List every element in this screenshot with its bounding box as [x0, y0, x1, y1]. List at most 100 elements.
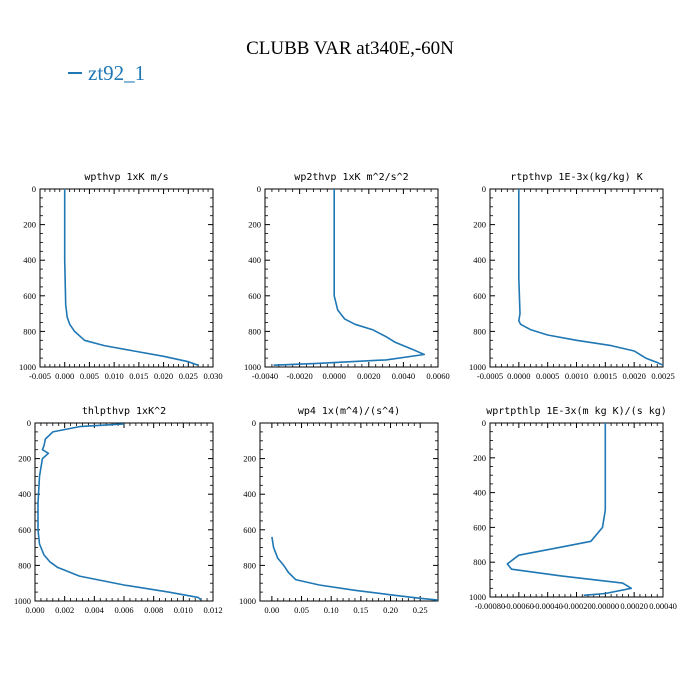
y-tick-label: 600: [473, 522, 486, 532]
y-tick-label: 0: [32, 184, 36, 194]
y-tick-label: 800: [243, 560, 256, 570]
y-tick-label: 400: [23, 255, 36, 265]
y-tick-label: 1000: [244, 362, 261, 372]
y-tick-label: 200: [473, 453, 486, 463]
y-tick-label: 600: [473, 291, 486, 301]
x-tick-label: 0.004: [85, 605, 105, 615]
x-tick-label: 0.15: [353, 605, 368, 615]
x-tick-label: 0.05: [294, 605, 309, 615]
y-tick-label: 600: [243, 525, 256, 535]
y-tick-label: 800: [473, 557, 486, 567]
y-tick-label: 800: [23, 326, 36, 336]
x-tick-label: 0.0060: [426, 371, 449, 381]
y-tick-label: 1000: [19, 362, 36, 372]
series-line-zt92_1: [517, 189, 664, 366]
y-tick-label: 200: [248, 220, 261, 230]
y-tick-label: 400: [243, 489, 256, 499]
series-line-zt92_1: [271, 536, 439, 601]
x-tick-label: 0.030: [203, 371, 222, 381]
y-tick-label: 800: [473, 326, 486, 336]
subplot-1: wpthvp 1xK m/s 0 200 400 600 800 1000-0.005 0.0…: [19, 172, 223, 381]
series-line-zt92_1: [506, 423, 633, 597]
x-tick-label: -0.00060: [504, 601, 534, 611]
subplot-title: rtpthvp 1E-3x(kg/kg) K: [510, 172, 642, 183]
x-tick-label: 0.000: [25, 605, 44, 615]
y-tick-label: 400: [248, 255, 261, 265]
y-tick-label: 600: [248, 291, 261, 301]
x-tick-label: 0.0005: [536, 371, 559, 381]
subplot-3: rtpthvp 1E-3x(kg/kg) K 0 200 400 600 800 1000-…: [469, 172, 675, 381]
x-tick-label: 0.0010: [565, 371, 588, 381]
x-tick-label: 0.020: [154, 371, 173, 381]
y-tick-label: 600: [18, 525, 31, 535]
x-tick-label: -0.0005: [477, 371, 503, 381]
x-tick-label: 0.0000: [507, 371, 530, 381]
x-tick-label: -0.005: [29, 371, 51, 381]
x-tick-label: 0.025: [179, 371, 198, 381]
subplot-title: thlpthvp 1xK^2: [82, 406, 166, 417]
axes-frame: [39, 188, 214, 368]
axes-frame: [34, 422, 214, 602]
y-tick-label: 600: [23, 291, 36, 301]
subplot-6: wprtpthlp 1E-3x(m kg K)/(s kg)0 200 400 600…: [469, 406, 677, 611]
x-tick-label: 0.00: [264, 605, 279, 615]
axes-frame: [259, 422, 439, 602]
legend-label: zt92_1: [88, 60, 146, 85]
series-line-zt92_1: [37, 423, 202, 601]
x-tick-label: 0.0025: [651, 371, 674, 381]
axes-frame: [264, 188, 439, 368]
subplot-title: wp2thvp 1xK m^2/s^2: [294, 172, 408, 183]
x-tick-label: 0.0020: [357, 371, 380, 381]
x-tick-label: 0.00020: [620, 601, 648, 611]
x-tick-label: -0.00040: [532, 601, 562, 611]
subplot-title: wprtpthlp 1E-3x(m kg K)/(s kg): [486, 406, 667, 417]
y-tick-label: 0: [257, 184, 261, 194]
x-tick-label: 0.012: [203, 605, 222, 615]
x-tick-label: 0.006: [114, 605, 133, 615]
x-tick-label: 0.10: [324, 605, 339, 615]
x-tick-label: 0.00000: [592, 601, 620, 611]
y-tick-label: 400: [473, 488, 486, 498]
series-line-zt92_1: [273, 189, 426, 366]
y-tick-label: 400: [18, 489, 31, 499]
figure-title: CLUBB VAR at340E,-60N: [246, 38, 454, 59]
y-tick-label: 0: [252, 418, 256, 428]
x-tick-label: 0.0000: [323, 371, 346, 381]
x-tick-label: 0.015: [129, 371, 148, 381]
y-tick-label: 200: [18, 454, 31, 464]
y-tick-label: 800: [18, 560, 31, 570]
y-tick-label: 200: [23, 220, 36, 230]
x-tick-label: -0.0040: [252, 371, 278, 381]
legend-swatch: [68, 72, 82, 74]
x-tick-label: 0.00040: [649, 601, 677, 611]
y-tick-label: 200: [243, 454, 256, 464]
x-tick-label: 0.005: [80, 371, 99, 381]
x-tick-label: 0.0040: [392, 371, 415, 381]
x-tick-label: 0.25: [413, 605, 428, 615]
x-tick-label: -0.0020: [286, 371, 312, 381]
x-tick-label: 0.000: [55, 371, 74, 381]
axes-frame: [489, 422, 664, 598]
y-tick-label: 0: [482, 418, 486, 428]
x-tick-label: 0.0015: [594, 371, 617, 381]
subplot-title: wpthvp 1xK m/s: [84, 172, 168, 183]
y-tick-label: 800: [248, 326, 261, 336]
subplot-5: wp4 1x(m^4)/(s^4) 0 200 400 600 800 1000 0.00 0.…: [239, 406, 439, 615]
x-tick-label: -0.00080: [475, 601, 505, 611]
y-tick-label: 0: [27, 418, 31, 428]
y-tick-label: 1000: [14, 596, 31, 606]
y-tick-label: 1000: [469, 362, 486, 372]
y-tick-label: 400: [473, 255, 486, 265]
y-tick-label: 1000: [469, 592, 486, 602]
x-tick-label: -0.00020: [561, 601, 591, 611]
x-tick-label: 0.0020: [622, 371, 645, 381]
x-tick-label: 0.010: [105, 371, 124, 381]
x-tick-label: 0.002: [55, 605, 74, 615]
x-tick-label: 0.008: [144, 605, 163, 615]
x-tick-label: 0.20: [383, 605, 398, 615]
y-tick-label: 0: [482, 184, 486, 194]
y-tick-label: 200: [473, 220, 486, 230]
